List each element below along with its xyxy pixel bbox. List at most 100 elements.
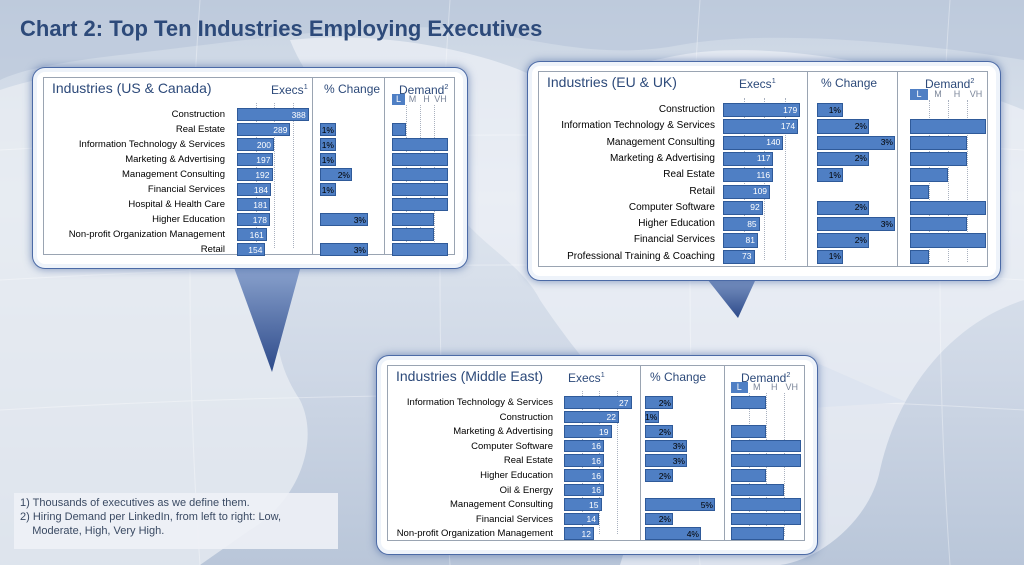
execs-value-label: 16 [591, 485, 601, 496]
execs-bar [723, 135, 784, 150]
demand-bar [910, 200, 986, 216]
execs-bar [723, 151, 774, 167]
footnote-marker: 2 [786, 370, 791, 379]
footnote-marker: 1 [303, 82, 308, 91]
column-header-execs: Execs1 [271, 82, 308, 97]
demand-bar [392, 153, 448, 166]
pct-change-value-label: 2% [854, 234, 867, 245]
column-divider [897, 72, 898, 266]
execs-bar [723, 200, 763, 216]
execs-bar [237, 183, 272, 196]
demand-level-label-H: H [771, 382, 778, 392]
footnote-2: 2) Hiring Demand per LinkedIn, from left… [20, 511, 282, 523]
demand-bar [731, 454, 801, 467]
chart-panel: Industries (EU & UK) Execs1 % Change Demand… [538, 71, 988, 267]
pct-change-bar [645, 410, 659, 424]
pct-change-bar [645, 469, 673, 482]
demand-bar [392, 213, 434, 226]
execs-value-label: 200 [256, 139, 271, 150]
chart-panel: Industries (US & Canada) Execs1 % Change De… [43, 77, 455, 256]
execs-value-label: 19 [599, 426, 609, 437]
pct-change-bar [817, 168, 843, 183]
industry-label: Marketing & Advertising [609, 152, 715, 164]
execs-bar [723, 249, 755, 264]
execs-value-label: 22 [606, 412, 616, 423]
execs-bar [564, 454, 604, 467]
pct-change-bar [645, 425, 673, 438]
execs-bar [237, 123, 291, 136]
industry-label: Construction [499, 411, 553, 423]
execs-value-label: 197 [256, 154, 271, 165]
demand-level-label-VH: VH [969, 89, 983, 99]
pct-change-value-label: 2% [854, 202, 867, 213]
footnote-1: 1) Thousands of executives as we define … [20, 497, 250, 509]
pct-change-bar [817, 249, 843, 264]
execs-bar [564, 439, 604, 453]
pct-change-value-label: 3% [880, 218, 893, 229]
industry-label: Marketing & Advertising [453, 426, 553, 438]
execs-gridline [784, 98, 786, 260]
industry-label: Higher Education [152, 214, 225, 225]
chart-title: Industries (EU & UK) [547, 74, 677, 90]
execs-gridline [274, 103, 275, 248]
execs-bar [237, 213, 270, 226]
execs-value-label: 192 [255, 169, 270, 180]
pct-change-value-label: 2% [337, 169, 350, 180]
demand-bar [910, 168, 948, 183]
column-header-demand: Demand2 [399, 82, 449, 97]
industry-label: Computer Software [471, 440, 553, 452]
execs-value-label: 178 [252, 214, 267, 225]
industry-label: Construction [658, 104, 715, 115]
pct-change-value-label: 2% [854, 153, 867, 164]
execs-bar [564, 527, 594, 540]
demand-bar [392, 243, 448, 256]
execs-value-label: 81 [745, 234, 755, 245]
execs-bar [564, 483, 604, 497]
pct-change-value-label: 2% [658, 397, 671, 408]
demand-bar [731, 483, 784, 497]
execs-bar [237, 168, 273, 181]
execs-value-label: 73 [742, 251, 752, 262]
pct-change-bar [320, 213, 368, 226]
execs-value-label: 184 [253, 184, 269, 195]
pct-change-bar [817, 103, 843, 118]
execs-bar [237, 138, 274, 151]
industry-label: Information Technology & Services [78, 139, 225, 150]
execs-value-label: 289 [273, 124, 288, 135]
demand-bar [910, 151, 967, 167]
pct-change-value-label: 2% [658, 470, 671, 481]
industry-label: Real Estate [503, 455, 553, 467]
execs-bar [564, 425, 612, 438]
chart-title: Industries (US & Canada) [52, 80, 212, 96]
pct-change-bar [320, 138, 336, 151]
pct-change-value-label: 3% [353, 244, 366, 255]
execs-bar [564, 410, 619, 424]
execs-value-label: 14 [586, 514, 596, 525]
panel-eu-uk: Industries (EU & UK) Execs1 % Change Demand… [528, 62, 1000, 280]
execs-bar [237, 228, 267, 241]
execs-bar [564, 469, 604, 482]
execs-gridline [292, 103, 294, 248]
execs-value-label: 117 [756, 153, 771, 164]
industry-label: Real Estate [663, 169, 715, 181]
execs-value-label: 179 [783, 104, 798, 115]
demand-level-label-VH: VH [785, 382, 798, 392]
demand-bar [731, 527, 784, 540]
execs-value-label: 154 [248, 244, 263, 255]
column-header-execs: Execs1 [568, 370, 605, 385]
pct-change-bar [645, 527, 701, 540]
demand-bar [392, 123, 406, 136]
column-header-demand: Demand2 [741, 370, 791, 385]
footnote-3: Moderate, High, Very High. [20, 525, 165, 537]
pct-change-value-label: 3% [672, 441, 685, 452]
execs-value-label: 16 [591, 455, 601, 466]
pct-change-value-label: 2% [658, 514, 671, 525]
pct-change-value-label: 1% [828, 169, 841, 180]
execs-value-label: 388 [291, 109, 306, 120]
demand-bar [910, 135, 967, 150]
execs-value-label: 85 [747, 218, 757, 229]
execs-bar [723, 184, 771, 199]
demand-bar [392, 138, 448, 151]
pct-change-value-label: 3% [672, 455, 685, 466]
pct-change-value-label: 5% [700, 499, 713, 510]
